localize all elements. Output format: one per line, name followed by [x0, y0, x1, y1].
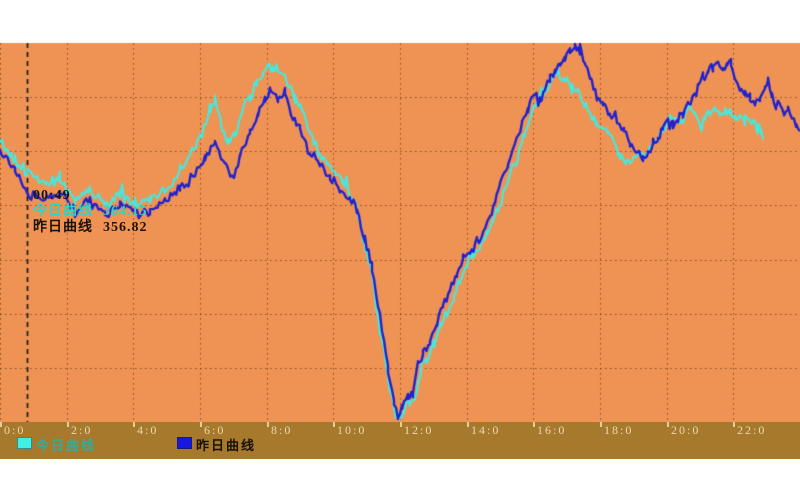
x-tick-label: 8:0 — [271, 423, 293, 437]
legend: 今日曲线 昨日曲线 — [0, 422, 800, 459]
x-tick-mark — [533, 422, 535, 427]
x-tick-mark — [667, 422, 669, 427]
legend-label-today: 今日曲线 — [36, 438, 97, 453]
legend-swatch-yesterday — [177, 437, 192, 449]
x-tick-mark — [0, 422, 2, 427]
x-tick-mark — [333, 422, 335, 427]
x-tick-label: 14:0 — [471, 423, 501, 437]
x-tick-mark — [600, 422, 602, 427]
x-tick-label: 10:0 — [337, 423, 367, 437]
x-tick-label: 6:0 — [204, 423, 226, 437]
x-tick-label: 4:0 — [137, 423, 159, 437]
x-tick-mark — [200, 422, 202, 427]
x-tick-label: 0:0 — [4, 423, 26, 437]
x-axis-strip: 0:0 2:0 4:0 6:0 8:0 10:0 12:0 14:0 16:0 18:0 20:0 2… — [0, 422, 800, 459]
x-tick-label: 16:0 — [537, 423, 567, 437]
legend-label-yesterday: 昨日曲线 — [196, 438, 257, 453]
x-tick-mark — [67, 422, 69, 427]
x-tick-mark — [467, 422, 469, 427]
x-tick-label: 22:0 — [737, 423, 767, 437]
x-tick-mark — [733, 422, 735, 427]
x-tick-label: 12:0 — [404, 423, 434, 437]
x-tick-mark — [267, 422, 269, 427]
x-tick-label: 18:0 — [604, 423, 634, 437]
x-tick-mark — [133, 422, 135, 427]
x-tick-mark — [400, 422, 402, 427]
legend-swatch-today — [17, 437, 32, 449]
x-tick-label: 2:0 — [71, 423, 93, 437]
x-tick-label: 20:0 — [671, 423, 701, 437]
